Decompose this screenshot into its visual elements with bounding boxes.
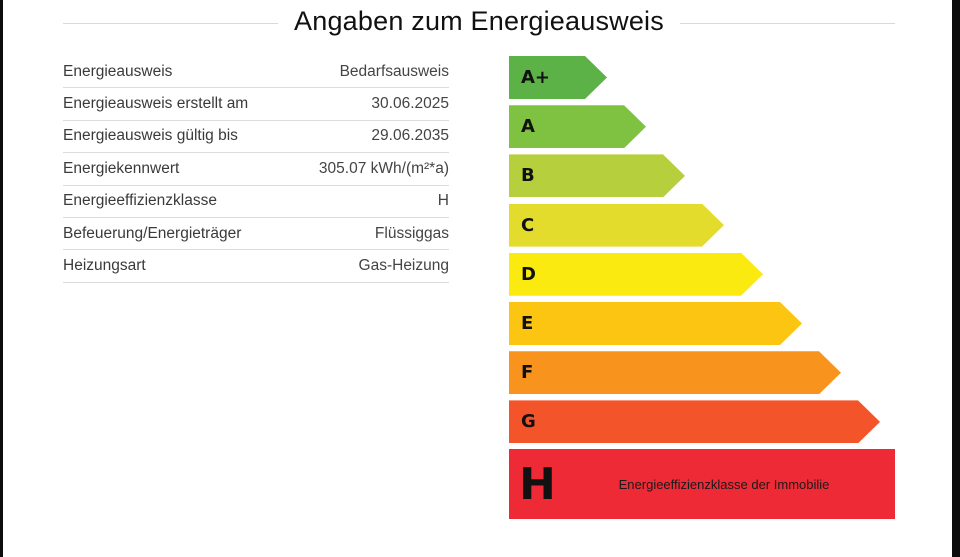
detail-row-efficiency-class: Energieeffizienzklasse H — [63, 186, 449, 218]
class-label: G — [521, 411, 536, 433]
detail-label: Energieausweis gültig bis — [63, 127, 238, 145]
class-bar-c: C — [509, 204, 724, 247]
class-bar-b: B — [509, 154, 685, 197]
class-label: D — [521, 263, 536, 285]
class-label: A+ — [521, 67, 551, 88]
class-label: A — [521, 116, 535, 138]
class-label: E — [521, 313, 534, 334]
left-edge — [0, 0, 3, 557]
section-header: Angaben zum Energieausweis — [63, 0, 895, 48]
detail-value: Bedarfsausweis — [339, 62, 449, 80]
class-label: F — [521, 362, 534, 384]
header-divider-right — [680, 23, 895, 24]
class-bar-d: D — [509, 253, 763, 296]
detail-label: Energieausweis — [63, 62, 173, 80]
detail-label: Energieeffizienzklasse — [63, 192, 217, 210]
current-class-caption: Energieeffizienzklasse der Immobilie — [618, 476, 830, 492]
class-bar-a-plus: A+ — [509, 56, 607, 99]
detail-row-heating: Heizungsart Gas-Heizung — [63, 250, 449, 283]
current-class-letter: H — [519, 458, 556, 510]
detail-row-certificate-type: Energieausweis Bedarfsausweis — [63, 56, 449, 89]
class-label: C — [521, 214, 535, 236]
detail-row-energy-value: Energiekennwert 305.07 kWh/(m²*a) — [63, 153, 449, 186]
detail-value: 29.06.2035 — [371, 127, 449, 145]
energy-details-table: Energieausweis Bedarfsausweis Energieaus… — [63, 56, 449, 283]
detail-row-created: Energieausweis erstellt am 30.06.2025 — [63, 88, 449, 121]
class-bar-f: F — [509, 351, 841, 394]
class-bar-e: E — [509, 302, 802, 345]
current-class-banner: H Energieeffizienzklasse der Immobilie — [509, 449, 895, 519]
detail-label: Heizungsart — [63, 257, 146, 275]
page-title: Angaben zum Energieausweis — [294, 6, 664, 36]
detail-value: Flüssiggas — [374, 224, 449, 242]
detail-label: Energiekennwert — [63, 159, 180, 177]
detail-label: Befeuerung/Energieträger — [63, 224, 242, 242]
class-bar-a: A — [509, 105, 646, 148]
header-divider-left — [63, 23, 278, 24]
detail-row-valid-until: Energieausweis gültig bis 29.06.2035 — [63, 121, 449, 154]
detail-value: 30.06.2025 — [371, 95, 449, 113]
right-edge — [952, 0, 960, 557]
detail-label: Energieausweis erstellt am — [63, 95, 249, 113]
class-bar-g: G — [509, 400, 880, 443]
detail-value: H — [437, 192, 449, 210]
detail-value: Gas-Heizung — [358, 257, 449, 275]
detail-value: 305.07 kWh/(m²*a) — [318, 159, 449, 177]
class-label: B — [521, 165, 535, 187]
detail-row-fuel: Befeuerung/Energieträger Flüssiggas — [63, 218, 449, 251]
